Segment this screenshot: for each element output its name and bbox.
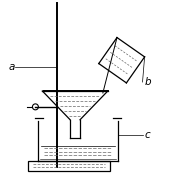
- Text: b: b: [144, 77, 151, 87]
- Text: c: c: [144, 130, 150, 140]
- FancyBboxPatch shape: [28, 161, 110, 171]
- Text: a: a: [9, 62, 15, 72]
